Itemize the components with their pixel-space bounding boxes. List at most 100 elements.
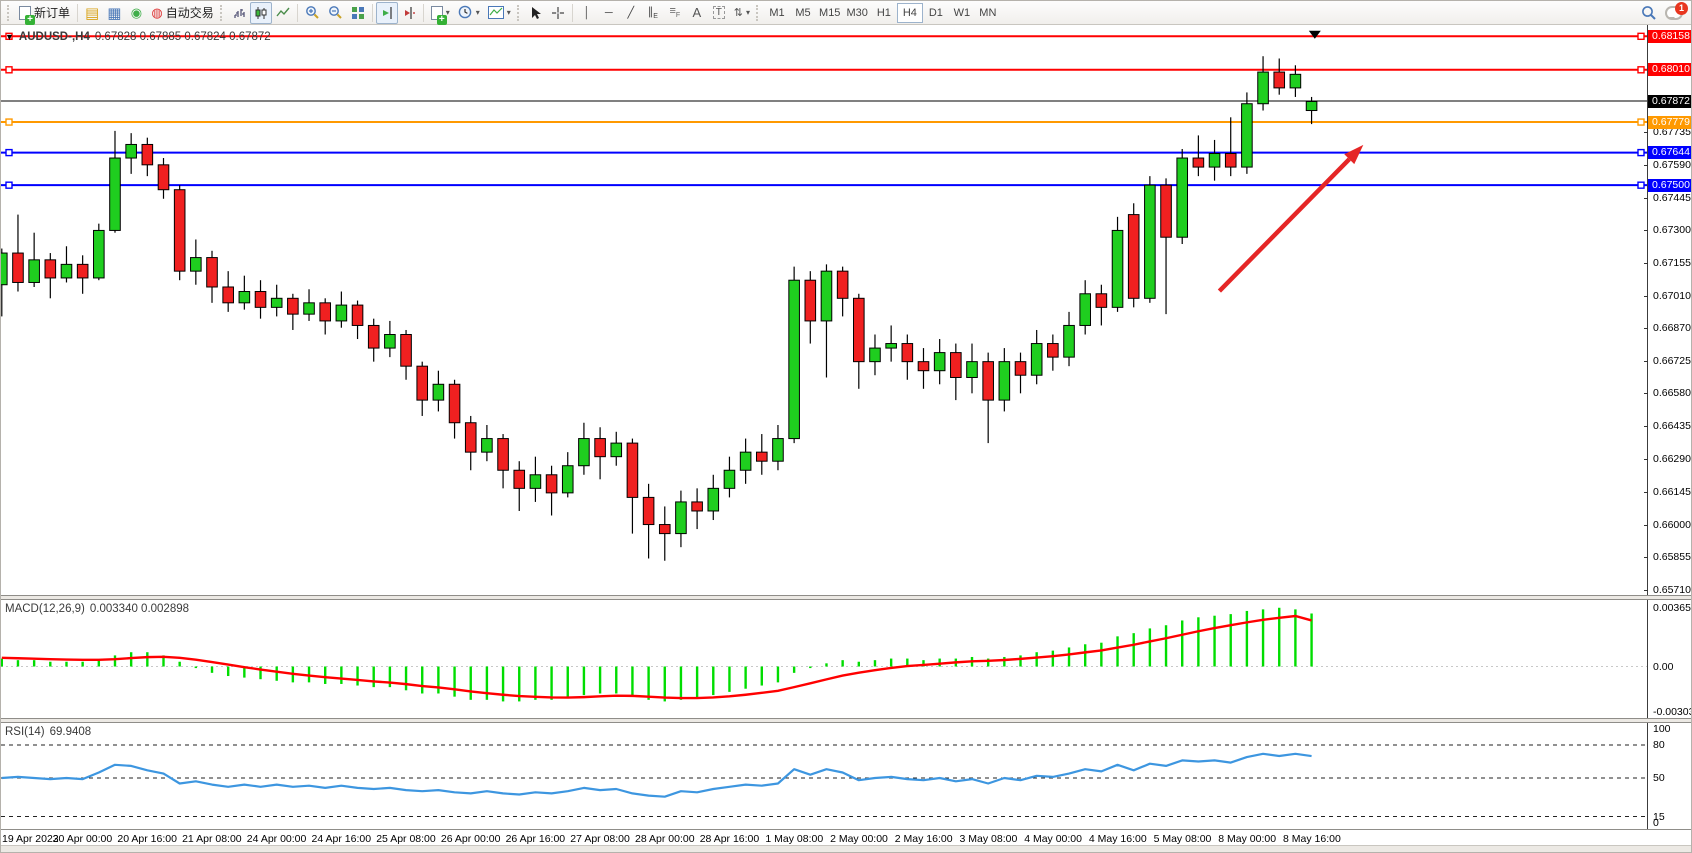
- price-tick-label: 0.66580: [1653, 387, 1691, 400]
- time-tick-label: 4 May 16:00: [1088, 833, 1147, 845]
- dropdown-caret-icon: ▾: [475, 8, 480, 17]
- price-tick-label: 0.66870: [1653, 321, 1691, 334]
- zoom-in-icon: [305, 6, 319, 19]
- templates-button[interactable]: ▾: [484, 2, 515, 24]
- toolbar-separator: [296, 3, 298, 22]
- symbol-period-label: AUDUSD-,H4: [18, 31, 90, 43]
- candlestick-chart-button[interactable]: [249, 1, 272, 24]
- timeframe-mn-button[interactable]: MN: [979, 6, 997, 19]
- crosshair-button[interactable]: [547, 2, 569, 24]
- blue-level-line-67644[interactable]: [1, 148, 1647, 157]
- macd-values: 0.003340 0.002898: [89, 603, 190, 615]
- chart-shift-icon: [404, 6, 415, 19]
- price-tick-label: 0.67155: [1653, 257, 1691, 270]
- price-tick-label: 0.67590: [1653, 158, 1691, 171]
- macd-histogram: [1, 607, 1313, 702]
- rsi-indicator-pane[interactable]: RSI(14) 69.9408 100 80 50 15 0: [1, 723, 1691, 829]
- timeframe-h1-button[interactable]: H1: [876, 6, 891, 19]
- text-button[interactable]: A: [686, 2, 708, 24]
- cursor-button[interactable]: [525, 2, 547, 24]
- time-tick-label: 27 Apr 08:00: [570, 833, 630, 845]
- window-bottom-strip: [1, 845, 1691, 852]
- data-window-button[interactable]: ▦: [103, 2, 125, 24]
- periods-button[interactable]: ▾: [454, 2, 484, 24]
- text-label-button[interactable]: T: [708, 2, 730, 24]
- auto-scroll-icon: [382, 6, 392, 19]
- macd-canvas[interactable]: [1, 600, 1647, 718]
- price-chart-canvas[interactable]: [1, 25, 1647, 595]
- clock-icon: [458, 5, 472, 19]
- timeframe-d1-button[interactable]: D1: [928, 6, 943, 19]
- chart-shift-button[interactable]: [398, 2, 420, 24]
- price-chart-pane[interactable]: ▼ AUDUSD-,H4 0.67828 0.67885 0.67824 0.6…: [1, 25, 1691, 596]
- dropdown-caret-icon: ▾: [746, 8, 751, 17]
- price-badge: 0.68158: [1648, 29, 1691, 43]
- rsi-tick-label: 80: [1653, 739, 1665, 751]
- line-chart-button[interactable]: [272, 2, 294, 24]
- rsi-line: [1, 752, 1312, 798]
- collapse-triangle-icon[interactable]: ▼: [5, 32, 14, 42]
- time-tick-label: 25 Apr 08:00: [376, 833, 436, 845]
- arrows-button[interactable]: ⇅ ▾: [730, 2, 754, 24]
- timeframe-m5-button[interactable]: M5: [795, 6, 811, 19]
- price-badge: 0.67500: [1648, 178, 1691, 192]
- equidistant-channel-button[interactable]: ∥E: [642, 2, 664, 24]
- macd-name: MACD(12,26,9): [5, 603, 85, 615]
- horizontal-line-button[interactable]: ─: [598, 2, 620, 24]
- toolbar-drag-handle[interactable]: [516, 4, 521, 21]
- new-order-button[interactable]: 新订单: [15, 2, 74, 25]
- bar-chart-button[interactable]: [228, 2, 250, 24]
- template-icon: [487, 6, 504, 19]
- price-axis: 0.67735 0.67590 0.67445 0.67300 0.67155 0.670…: [1644, 25, 1691, 596]
- macd-axis: 0.003655 0.00 -0.00303: [1647, 600, 1692, 718]
- toolbar-separator: [571, 3, 573, 22]
- toolbar-drag-handle[interactable]: [756, 4, 760, 21]
- zoom-in-button[interactable]: [301, 2, 324, 24]
- tile-windows-button[interactable]: [347, 2, 369, 24]
- high-marker-triangle[interactable]: [1308, 30, 1321, 39]
- signals-icon: ◉: [130, 4, 143, 20]
- toolbar-drag-handle[interactable]: [7, 4, 11, 21]
- price-tick-label: 0.66290: [1653, 452, 1691, 465]
- autotrading-button[interactable]: ◍ 自动交易: [147, 2, 217, 24]
- vertical-line-button[interactable]: │: [576, 2, 598, 24]
- timeframe-h4-button[interactable]: H4: [896, 2, 923, 23]
- auto-scroll-button[interactable]: [375, 1, 398, 24]
- timeframe-m30-button[interactable]: M30: [846, 6, 868, 19]
- rsi-tick-label: 0: [1653, 817, 1659, 829]
- trendline-button[interactable]: ╱: [620, 2, 642, 24]
- search-icon[interactable]: [1641, 5, 1657, 21]
- rsi-canvas[interactable]: [1, 723, 1647, 829]
- indicators-button[interactable]: ▾: [427, 2, 454, 25]
- bar-chart-icon: [234, 8, 245, 18]
- tile-windows-icon: [351, 6, 364, 19]
- blue-level-line-67500[interactable]: [1, 181, 1647, 189]
- orange-level-line-67779[interactable]: [1, 118, 1647, 126]
- trend-arrow-object[interactable]: [1217, 144, 1364, 293]
- timeframe-w1-button[interactable]: W1: [953, 6, 971, 19]
- rsi-tick-label: 15: [1653, 810, 1665, 823]
- data-window-icon: ▦: [107, 4, 122, 22]
- market-watch-icon: ▤: [85, 4, 100, 22]
- ohlc-values: 0.67828 0.67885 0.67824 0.67872: [94, 31, 271, 43]
- market-watch-button[interactable]: ▤: [81, 2, 103, 24]
- fibonacci-button[interactable]: ≡F: [664, 2, 686, 24]
- macd-tick-label: -0.00303: [1653, 706, 1692, 718]
- zoom-out-button[interactable]: [324, 2, 347, 24]
- time-axis[interactable]: 19 Apr 2023 20 Apr 00:00 20 Apr 16:00 21 Ap…: [1, 829, 1691, 847]
- toolbar-drag-handle[interactable]: [219, 4, 224, 21]
- toolbar-separator: [422, 3, 424, 22]
- pane-splitter[interactable]: [1, 595, 1691, 600]
- resistance-line-68158[interactable]: [1, 32, 1647, 41]
- time-tick-label: 21 Apr 08:00: [182, 833, 242, 845]
- price-tick-label: 0.66000: [1653, 518, 1691, 531]
- resistance-line-68010[interactable]: [1, 66, 1647, 74]
- timeframe-m1-button[interactable]: M1: [769, 6, 785, 19]
- macd-label: MACD(12,26,9) 0.003340 0.002898: [5, 603, 189, 615]
- notifications-button[interactable]: 1: [1665, 1, 1688, 20]
- pane-splitter[interactable]: [1, 718, 1691, 723]
- zoom-out-icon: [328, 6, 342, 19]
- timeframe-m15-button[interactable]: M15: [819, 6, 841, 19]
- signals-button[interactable]: ◉: [125, 2, 147, 24]
- macd-indicator-pane[interactable]: MACD(12,26,9) 0.003340 0.002898 0.003655…: [1, 600, 1692, 718]
